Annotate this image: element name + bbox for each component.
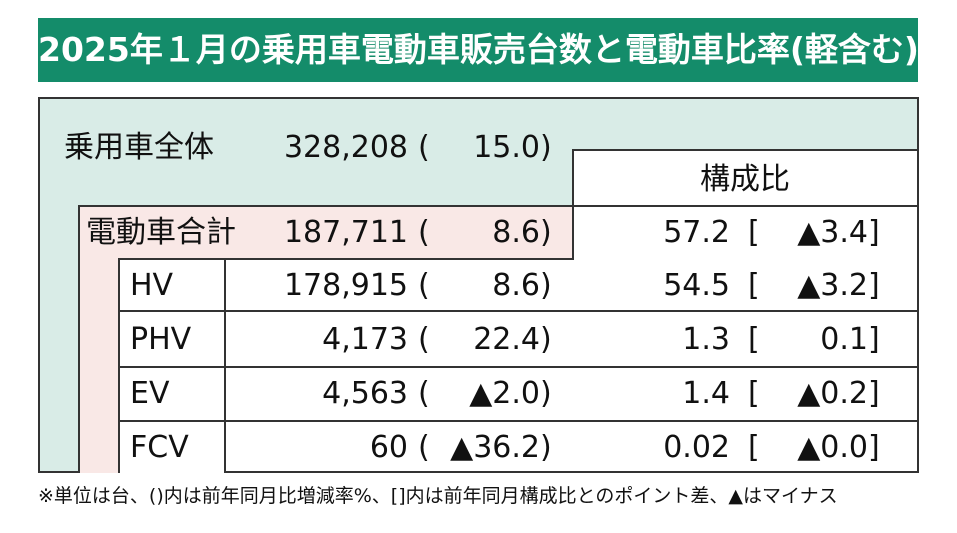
diff-open-bracket: [ bbox=[748, 268, 760, 303]
yoy-open-paren: ( bbox=[418, 268, 430, 303]
yoy-value: ▲2.0 bbox=[469, 376, 540, 411]
ev-breakdown-block bbox=[118, 258, 226, 473]
yoy-close-paren: ) bbox=[540, 130, 552, 165]
yoy-open-paren: ( bbox=[418, 215, 430, 250]
yoy-value: 15.0 bbox=[473, 130, 540, 165]
share-diff-value: ▲3.4 bbox=[797, 215, 868, 250]
yoy-value: 8.6 bbox=[492, 215, 540, 250]
yoy-close-paren: ) bbox=[540, 430, 552, 465]
divider bbox=[118, 310, 919, 312]
share-value: 57.2 bbox=[663, 215, 730, 250]
units-value: 4,563 bbox=[322, 376, 408, 411]
row-label: EV bbox=[130, 376, 170, 411]
divider bbox=[118, 366, 919, 368]
table-title: 2025年１月の乗用車電動車販売台数と電動車比率(軽含む) bbox=[38, 18, 919, 82]
diff-open-bracket: [ bbox=[748, 322, 760, 357]
share-diff-value: ▲3.2 bbox=[797, 268, 868, 303]
yoy-open-paren: ( bbox=[418, 130, 430, 165]
yoy-close-paren: ) bbox=[540, 215, 552, 250]
share-value: 1.3 bbox=[682, 322, 730, 357]
share-diff-value: 0.1 bbox=[820, 322, 868, 357]
units-value: 60 bbox=[369, 430, 408, 465]
row-label: HV bbox=[130, 268, 174, 303]
share-diff-value: ▲0.2 bbox=[797, 376, 868, 411]
yoy-close-paren: ) bbox=[540, 322, 552, 357]
yoy-open-paren: ( bbox=[418, 430, 430, 465]
share-header: 構成比 bbox=[700, 162, 790, 197]
yoy-open-paren: ( bbox=[418, 322, 430, 357]
diff-open-bracket: [ bbox=[748, 430, 760, 465]
share-value: 1.4 bbox=[682, 376, 730, 411]
units-value: 4,173 bbox=[322, 322, 408, 357]
units-value: 187,711 bbox=[283, 215, 408, 250]
divider bbox=[572, 205, 919, 207]
yoy-close-paren: ) bbox=[540, 268, 552, 303]
yoy-value: ▲36.2 bbox=[450, 430, 540, 465]
divider bbox=[118, 420, 919, 422]
yoy-open-paren: ( bbox=[418, 376, 430, 411]
footnote: ※単位は台、()内は前年同月比増減率%、[]内は前年同月構成比とのポイント差、▲… bbox=[38, 485, 838, 507]
share-diff-value: ▲0.0 bbox=[797, 430, 868, 465]
diff-close-bracket: ] bbox=[868, 322, 880, 357]
diff-open-bracket: [ bbox=[748, 376, 760, 411]
share-value: 54.5 bbox=[663, 268, 730, 303]
diff-close-bracket: ] bbox=[868, 376, 880, 411]
diff-open-bracket: [ bbox=[748, 215, 760, 250]
diff-close-bracket: ] bbox=[868, 215, 880, 250]
diff-close-bracket: ] bbox=[868, 268, 880, 303]
yoy-value: 22.4 bbox=[473, 322, 540, 357]
share-value: 0.02 bbox=[663, 430, 730, 465]
row-label: 電動車合計 bbox=[86, 215, 236, 250]
row-label: PHV bbox=[130, 322, 192, 357]
units-value: 178,915 bbox=[283, 268, 408, 303]
row-label: 乗用車全体 bbox=[64, 130, 214, 165]
yoy-value: 8.6 bbox=[492, 268, 540, 303]
row-label: FCV bbox=[130, 430, 189, 465]
diff-close-bracket: ] bbox=[868, 430, 880, 465]
yoy-close-paren: ) bbox=[540, 376, 552, 411]
units-value: 328,208 bbox=[283, 130, 408, 165]
breakdown-values bbox=[224, 258, 574, 473]
